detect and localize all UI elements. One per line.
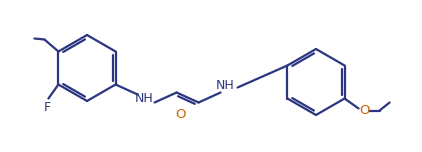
Text: O: O <box>175 108 186 121</box>
Text: O: O <box>359 104 370 117</box>
Text: F: F <box>44 101 51 114</box>
Text: NH: NH <box>135 92 154 105</box>
Text: NH: NH <box>216 79 235 92</box>
